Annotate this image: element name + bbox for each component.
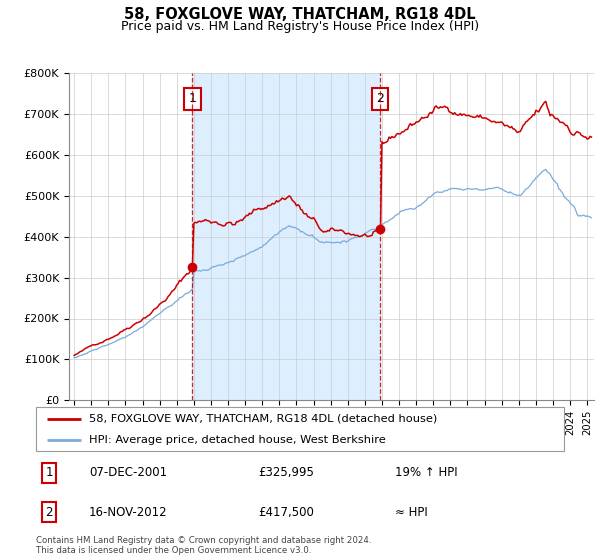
Text: This data is licensed under the Open Government Licence v3.0.: This data is licensed under the Open Gov… bbox=[36, 546, 311, 555]
Text: 16-NOV-2012: 16-NOV-2012 bbox=[89, 506, 167, 519]
Text: 58, FOXGLOVE WAY, THATCHAM, RG18 4DL (detached house): 58, FOXGLOVE WAY, THATCHAM, RG18 4DL (de… bbox=[89, 414, 437, 424]
Text: Price paid vs. HM Land Registry's House Price Index (HPI): Price paid vs. HM Land Registry's House … bbox=[121, 20, 479, 32]
Bar bbox=[193, 73, 380, 400]
Text: 2: 2 bbox=[46, 506, 53, 519]
Text: 2: 2 bbox=[376, 92, 384, 105]
Text: ≈ HPI: ≈ HPI bbox=[395, 506, 428, 519]
Text: £417,500: £417,500 bbox=[258, 506, 314, 519]
Text: 19% ↑ HPI: 19% ↑ HPI bbox=[395, 466, 458, 479]
Text: Contains HM Land Registry data © Crown copyright and database right 2024.: Contains HM Land Registry data © Crown c… bbox=[36, 536, 371, 545]
Text: 07-DEC-2001: 07-DEC-2001 bbox=[89, 466, 167, 479]
FancyBboxPatch shape bbox=[36, 407, 564, 451]
Text: £325,995: £325,995 bbox=[258, 466, 314, 479]
Text: 1: 1 bbox=[188, 92, 196, 105]
Text: HPI: Average price, detached house, West Berkshire: HPI: Average price, detached house, West… bbox=[89, 435, 386, 445]
Text: 1: 1 bbox=[46, 466, 53, 479]
Text: 58, FOXGLOVE WAY, THATCHAM, RG18 4DL: 58, FOXGLOVE WAY, THATCHAM, RG18 4DL bbox=[124, 7, 476, 22]
